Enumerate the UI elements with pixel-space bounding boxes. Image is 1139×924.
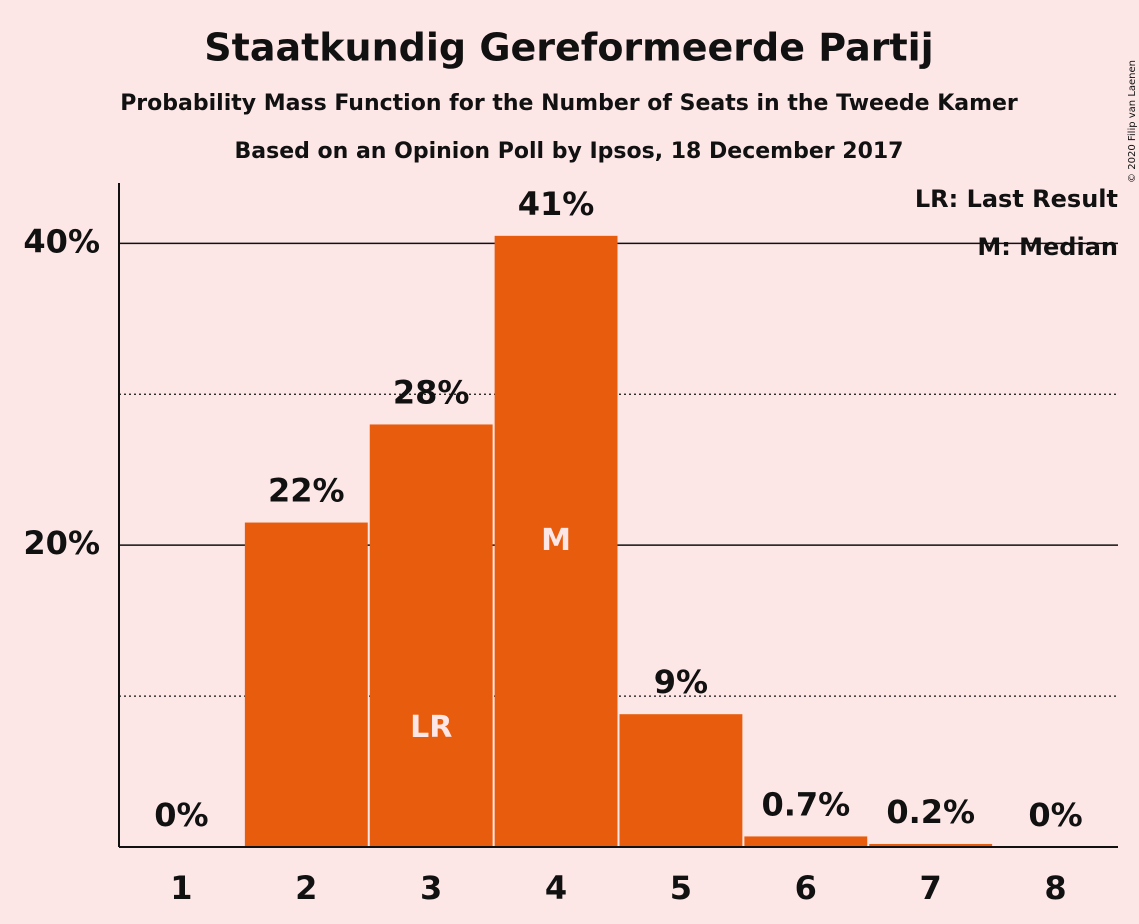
chart-subtitle: Based on an Opinion Poll by Ipsos, 18 De…	[234, 139, 903, 164]
bar	[869, 843, 993, 847]
legend-entry: M: Median	[977, 233, 1118, 261]
bar-marker: LR	[410, 710, 452, 745]
value-label: 0.2%	[886, 793, 975, 831]
x-tick-label: 1	[170, 869, 192, 907]
bar	[369, 424, 493, 847]
value-label: 41%	[518, 185, 595, 223]
value-label: 28%	[393, 373, 470, 411]
x-tick-label: 4	[545, 869, 567, 907]
x-tick-label: 7	[920, 869, 942, 907]
value-label: 9%	[654, 663, 708, 701]
bar	[619, 714, 743, 847]
copyright: © 2020 Filip van Laenen	[1127, 60, 1138, 183]
value-label: 22%	[268, 472, 345, 510]
x-tick-label: 2	[295, 869, 317, 907]
value-label: 0%	[154, 796, 208, 834]
bar	[494, 235, 618, 847]
x-tick-label: 6	[795, 869, 817, 907]
chart-title: Staatkundig Gereformeerde Partij	[204, 26, 933, 70]
bar	[244, 522, 368, 847]
legend-entry: LR: Last Result	[915, 185, 1118, 213]
x-tick-label: 5	[670, 869, 692, 907]
bar-marker: M	[541, 523, 571, 558]
value-label: 0%	[1028, 796, 1082, 834]
y-tick-label: 40%	[23, 222, 100, 260]
chart-subtitle: Probability Mass Function for the Number…	[120, 91, 1018, 116]
value-label: 0.7%	[761, 785, 850, 823]
bar	[744, 836, 868, 847]
x-tick-label: 8	[1044, 869, 1066, 907]
y-tick-label: 20%	[23, 524, 100, 562]
x-tick-label: 3	[420, 869, 442, 907]
